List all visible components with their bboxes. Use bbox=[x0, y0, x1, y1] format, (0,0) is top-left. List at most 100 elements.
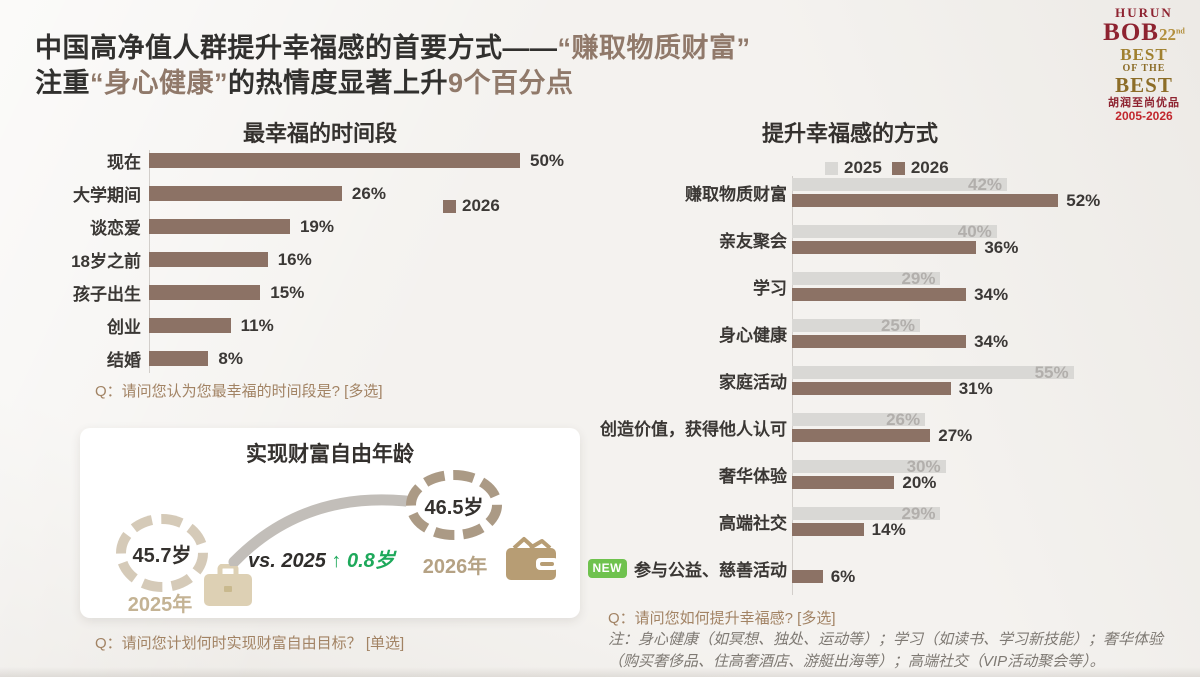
bar-row: 18岁之前 16% bbox=[55, 250, 615, 272]
value-label-2026: 34% bbox=[974, 284, 1009, 304]
bar-2026 bbox=[149, 285, 261, 300]
legend-swatch-2026 bbox=[891, 161, 905, 175]
legend-label-2026: 2026 bbox=[910, 158, 949, 177]
right-chart-legend: 2025 2026 bbox=[825, 158, 949, 178]
category-label: NEW 参与公益、慈善活动 bbox=[587, 554, 787, 583]
value-label-2026: 36% bbox=[984, 237, 1019, 257]
bar-2026 bbox=[792, 335, 967, 348]
value-label-2025: 29% bbox=[901, 503, 936, 523]
value-label: 19% bbox=[299, 216, 334, 236]
bar-2025: 25% bbox=[792, 316, 920, 335]
bar-2026 bbox=[792, 382, 951, 395]
right-chart-title: 提升幸福感的方式 bbox=[761, 121, 938, 146]
logo-brand: HURUN bbox=[1115, 5, 1173, 20]
title-highlight: 9个百分点 bbox=[448, 68, 574, 98]
financial-freedom-card: 实现财富自由年龄 45.7岁 2025年 vs. 2025 ↑ 0.8岁 46.… bbox=[80, 428, 580, 618]
bar-2026 bbox=[149, 318, 231, 333]
value-label-2025: 55% bbox=[1034, 362, 1069, 382]
delta-value: ↑ 0.8岁 bbox=[331, 550, 395, 572]
bar-2026 bbox=[792, 429, 931, 442]
bar-2026 bbox=[149, 252, 268, 267]
category-label: 身心健康 bbox=[719, 326, 787, 345]
bar-row: 家庭活动 55% 31% bbox=[592, 363, 1192, 398]
value-label: 11% bbox=[240, 315, 274, 335]
card-question: Q：请问您计划何时实现财富自由目标？ [单选] bbox=[95, 635, 405, 652]
logo-years: 2005-2026 bbox=[1115, 108, 1173, 123]
bar-row: 现在 50% bbox=[55, 151, 615, 173]
year-label-2026: 2026年 bbox=[422, 556, 488, 578]
category-label: 学习 bbox=[753, 279, 787, 298]
logo-best-line2: OF THE bbox=[1122, 62, 1166, 74]
bar-2025: 26% bbox=[792, 410, 926, 429]
ring-2025: 45.7岁 bbox=[116, 514, 208, 592]
wallet-icon bbox=[506, 537, 558, 580]
logo-chinese-name: 胡润至尚优品 bbox=[1108, 97, 1180, 110]
value-label: 8% bbox=[218, 348, 243, 368]
bar-2026 bbox=[792, 476, 895, 489]
bar-2025: 30% bbox=[792, 457, 946, 476]
bar-2025: 55% bbox=[792, 363, 1074, 382]
page-title-line1: 中国高净值人群提升幸福感的首要方式——“赚取物质财富” bbox=[35, 26, 751, 65]
logo-name: BOB bbox=[1103, 18, 1159, 46]
bar-2026 bbox=[149, 153, 520, 168]
category-label: 亲友聚会 bbox=[719, 232, 787, 251]
age-2026-value: 46.5岁 bbox=[424, 496, 484, 519]
bar-row: 结婚 8% bbox=[55, 348, 615, 371]
legend-swatch-2026 bbox=[443, 199, 456, 213]
bar-row: 身心健康 25% 34% bbox=[592, 316, 1192, 351]
right-chart-note: 注：身心健康（如冥想、独处、运动等）；学习（如读书、学习新技能）；奢华体验（购买… bbox=[608, 631, 1164, 670]
title-highlight: “身心健康” bbox=[90, 68, 228, 98]
logo-name-row: BOB22nd bbox=[1094, 18, 1194, 46]
bar-2026 bbox=[149, 219, 290, 234]
bar-row: 高端社交 29% 14% bbox=[592, 504, 1192, 539]
bar-row: 创业 11% bbox=[55, 315, 615, 338]
right-chart-question: Q：请问您如何提升幸福感? [多选] bbox=[608, 610, 836, 627]
bar-2025: 42% bbox=[792, 175, 1008, 194]
vs-label: vs. 2025 bbox=[248, 550, 326, 572]
title-segment: 的热情度显著上升 bbox=[228, 68, 448, 98]
bar-2025: 29% bbox=[792, 269, 941, 288]
page-title-line2: 注重“身心健康”的热情度显著上升9个百分点 bbox=[35, 61, 574, 100]
left-chart-legend: 2026 bbox=[443, 196, 500, 216]
title-highlight: “赚取物质财富” bbox=[557, 33, 751, 63]
bar-2025: 40% bbox=[792, 222, 997, 241]
value-label-2026: 52% bbox=[1066, 190, 1101, 210]
bar-row: 谈恋爱 19% bbox=[55, 216, 615, 239]
bar-row: 亲友聚会 40% 36% bbox=[592, 222, 1192, 257]
bar-2025: 29% bbox=[792, 504, 941, 523]
bar-2026 bbox=[792, 288, 967, 301]
category-label: 创业 bbox=[107, 318, 141, 337]
category-label: 孩子出生 bbox=[73, 285, 141, 304]
bar-row: 孩子出生 15% bbox=[55, 282, 615, 305]
category-label: 结婚 bbox=[107, 351, 141, 370]
value-label: 15% bbox=[270, 282, 305, 302]
value-label-2026: 31% bbox=[958, 378, 993, 398]
bar-2026 bbox=[792, 241, 977, 254]
value-label-2026: 27% bbox=[938, 425, 973, 445]
logo-edition: 22 bbox=[1158, 24, 1176, 44]
value-label: 26% bbox=[351, 183, 386, 203]
title-segment: 中国高净值人群提升幸福感的首要方式—— bbox=[35, 33, 558, 63]
value-label-2025: 42% bbox=[968, 174, 1003, 194]
card-title: 实现财富自由年龄 bbox=[246, 443, 414, 466]
title-segment: 注重 bbox=[35, 68, 90, 98]
value-label-2026: 20% bbox=[902, 472, 937, 492]
briefcase-icon bbox=[204, 564, 252, 606]
value-label-2025: 30% bbox=[906, 456, 941, 476]
category-label: 大学期间 bbox=[73, 186, 141, 205]
legend-label-2026: 2026 bbox=[462, 196, 500, 215]
category-label: 赚取物质财富 bbox=[685, 185, 787, 204]
category-label: 谈恋爱 bbox=[90, 219, 141, 238]
bar-row: 奢华体验 30% 20% bbox=[592, 457, 1192, 492]
left-chart-question: Q：请问您认为您最幸福的时间段是? [多选] bbox=[95, 383, 383, 400]
bar-row: 赚取物质财富 42% 52% bbox=[592, 175, 1192, 210]
vs-2025-delta: vs. 2025 ↑ 0.8岁 bbox=[248, 544, 395, 573]
category-label: 现在 bbox=[107, 153, 141, 172]
left-chart-bars: 现在 50% 大学期间 26% 谈恋爱 19% 18岁之前 16% 孩子出生 15% 创业 11% 结婚… bbox=[55, 151, 615, 384]
value-label-2025: 25% bbox=[880, 315, 915, 335]
bar-2026 bbox=[792, 523, 864, 536]
value-label-2026: 6% bbox=[830, 566, 856, 586]
ring-2026: 46.5岁 bbox=[406, 470, 502, 540]
age-2025-value: 45.7岁 bbox=[132, 544, 192, 567]
bottom-shadow bbox=[0, 667, 1200, 677]
